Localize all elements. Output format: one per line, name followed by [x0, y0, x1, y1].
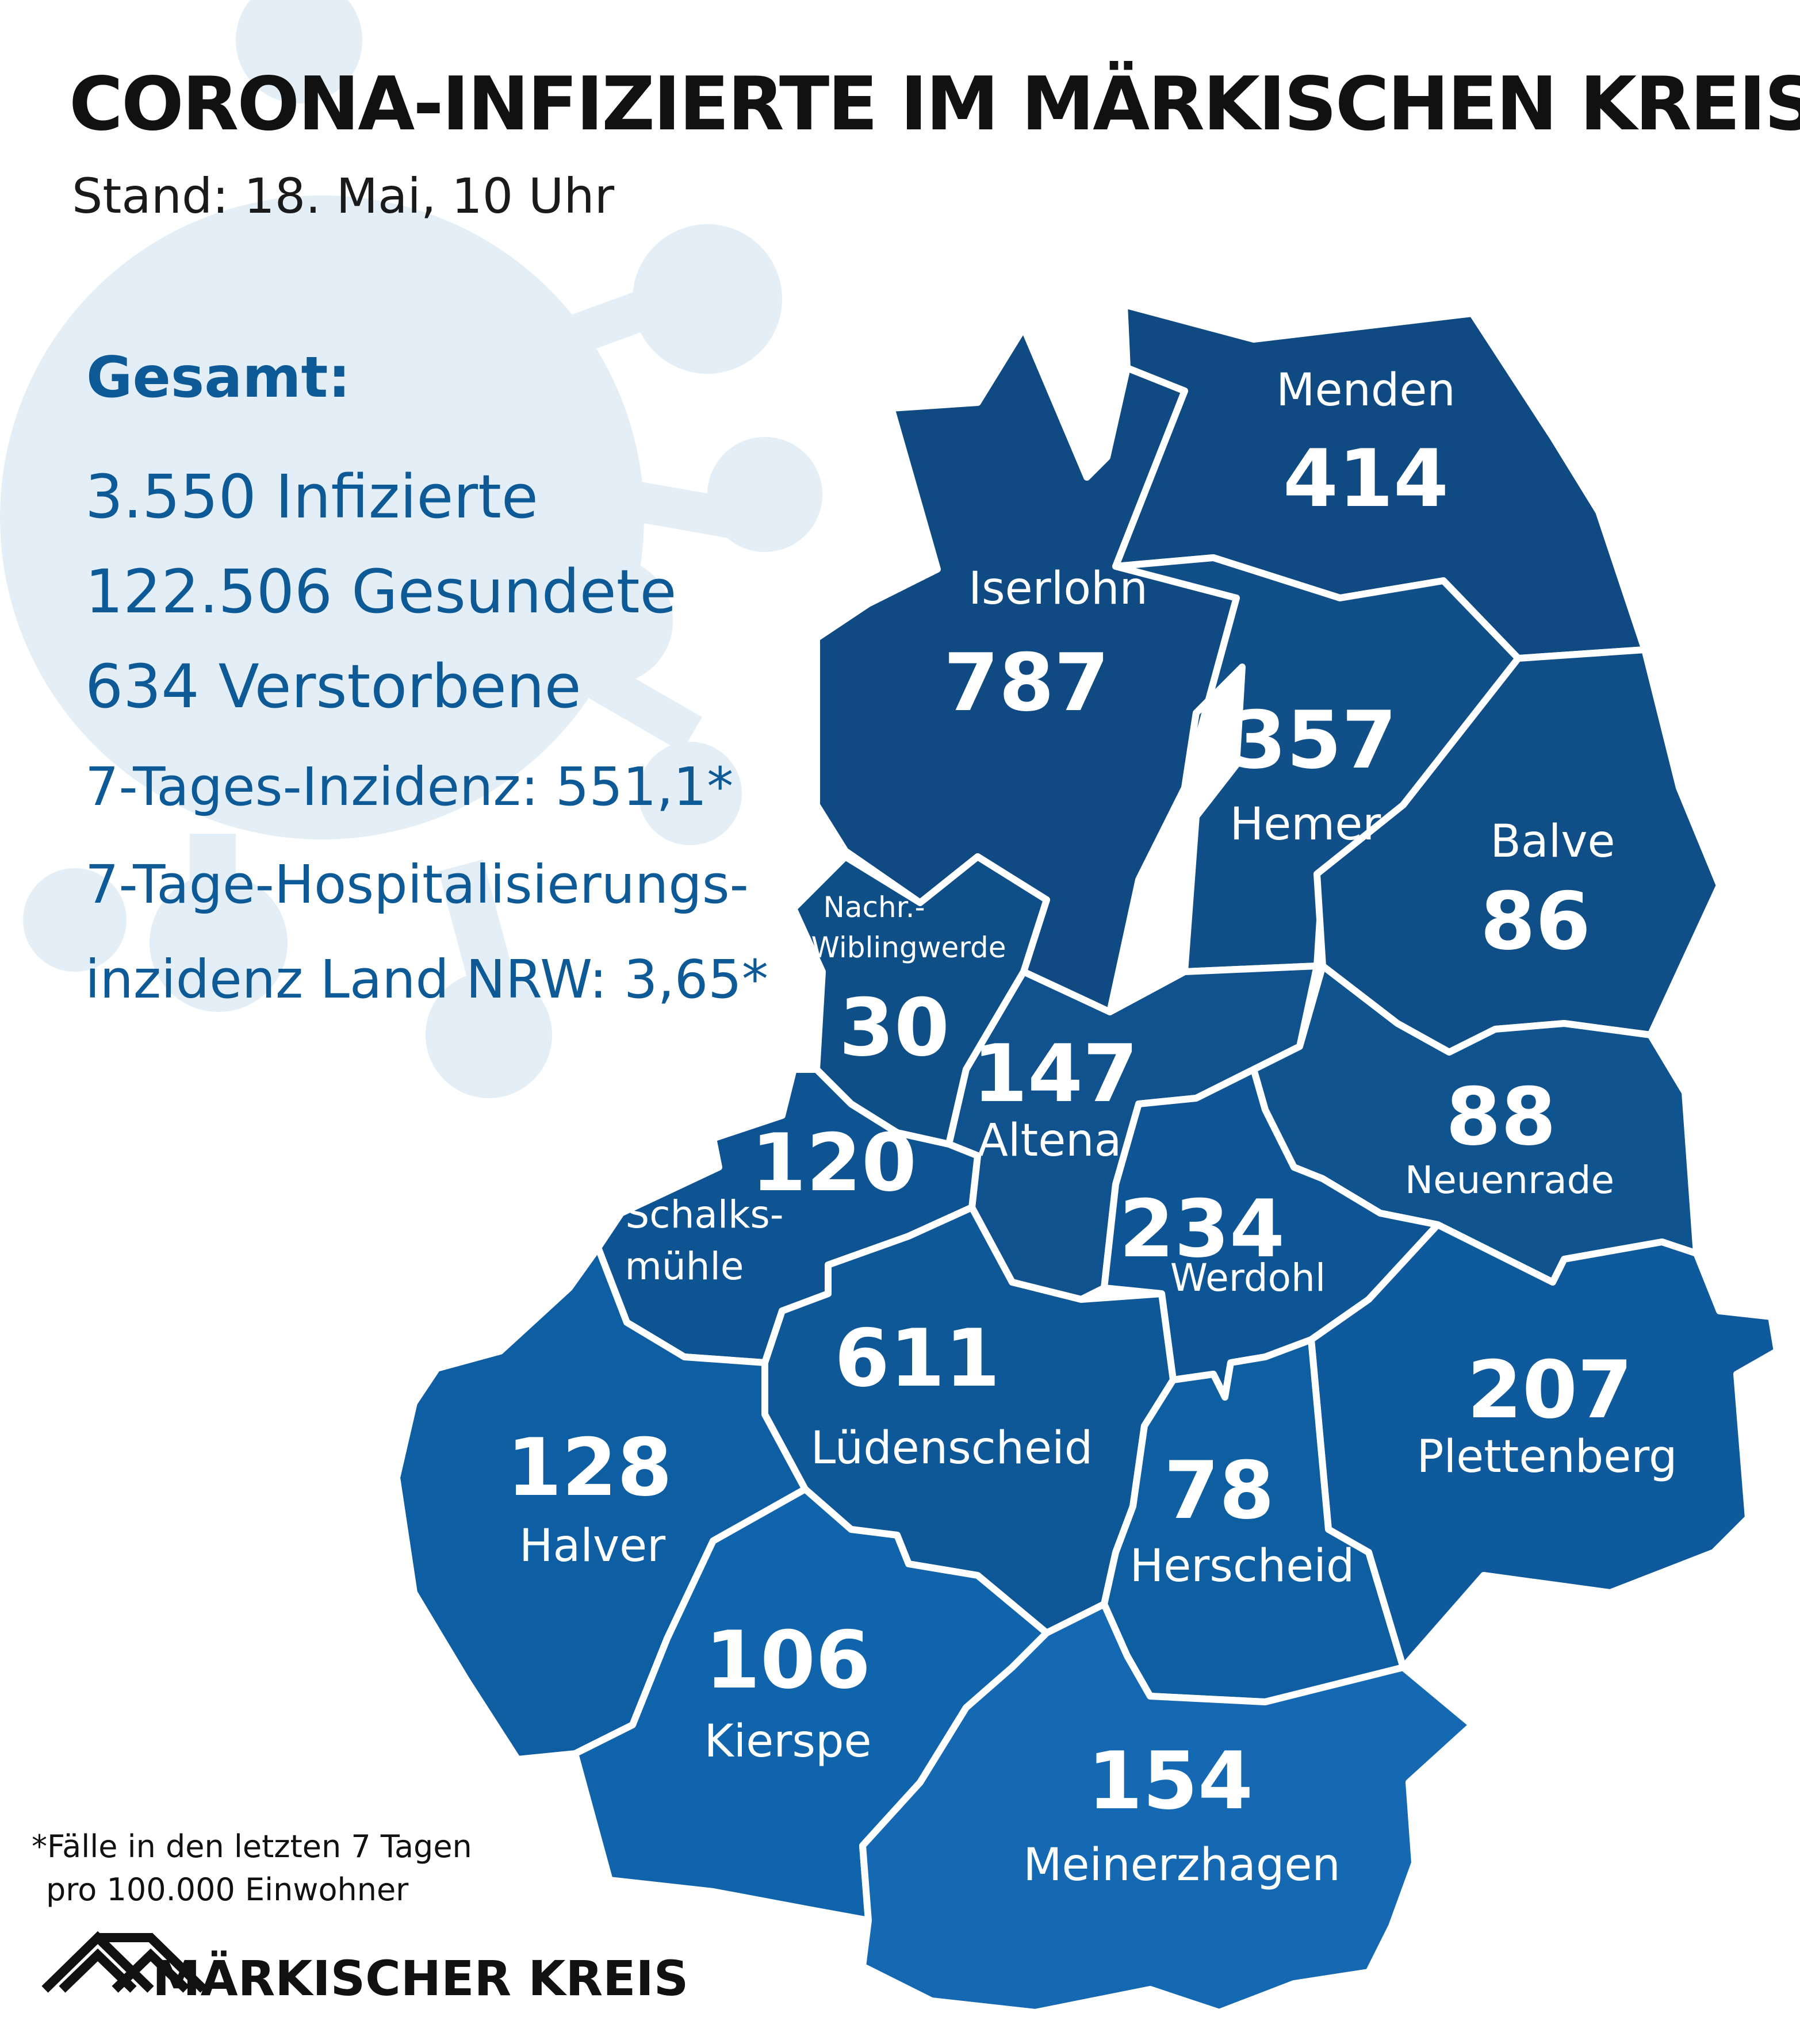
- label-iserlohn-count: 787: [944, 636, 1109, 729]
- stats-incidence: 7-Tages-Inzidenz: 551,1*: [85, 756, 733, 818]
- label-neuenrade-name: Neuenrade: [1405, 1158, 1614, 1202]
- footnote-line2: pro 100.000 Einwohner: [46, 1872, 409, 1908]
- stats-deceased: 634 Verstorbene: [85, 651, 581, 722]
- label-iserlohn-name: Iserlohn: [968, 563, 1148, 615]
- stats-heading: Gesamt:: [86, 345, 351, 411]
- label-plettenberg-name: Plettenberg: [1417, 1431, 1678, 1483]
- footnote-line1: *Fälle in den letzten 7 Tagen: [32, 1828, 472, 1865]
- label-luedenscheid-count: 611: [834, 1312, 1000, 1405]
- district-map: [393, 301, 1780, 2016]
- label-schalksmuehle-name-2: mühle: [625, 1244, 744, 1288]
- brand-name: MÄRKISCHER KREIS: [152, 1950, 688, 2007]
- label-luedenscheid-name: Lüdenscheid: [811, 1422, 1093, 1474]
- label-altena-count: 147: [972, 1027, 1138, 1120]
- region-meinerzhagen[interactable]: [859, 1601, 1476, 2016]
- label-menden-count: 414: [1283, 432, 1449, 525]
- stats-infected: 3.550 Infizierte: [85, 462, 538, 532]
- stats-panel: Gesamt: 3.550 Infizierte 122.506 Gesunde…: [85, 345, 768, 1010]
- label-hemer-count: 357: [1231, 694, 1397, 787]
- label-nachrodt-count: 30: [839, 981, 949, 1074]
- label-balve-name: Balve: [1490, 816, 1615, 868]
- label-herscheid-name: Herscheid: [1130, 1540, 1355, 1592]
- virus-background-icon: [0, 0, 822, 1098]
- label-altena-name: Altena: [978, 1115, 1122, 1167]
- region-labels: Menden 414 Iserlohn 787 357 Hemer Balve …: [507, 365, 1678, 1891]
- label-herscheid-count: 78: [1164, 1444, 1274, 1537]
- label-nachrodt-name-1: Nachr.-: [823, 891, 925, 924]
- label-halver-name: Halver: [519, 1520, 666, 1572]
- label-menden-name: Menden: [1276, 365, 1456, 416]
- label-balve-count: 86: [1480, 875, 1591, 968]
- label-halver-count: 128: [507, 1421, 672, 1514]
- label-werdohl-count: 234: [1119, 1183, 1285, 1275]
- label-meinerzhagen-count: 154: [1087, 1735, 1253, 1827]
- label-nachrodt-name-2: Wiblingwerde: [811, 931, 1006, 964]
- label-meinerzhagen-name: Meinerzhagen: [1023, 1839, 1341, 1891]
- label-neuenrade-count: 88: [1446, 1071, 1556, 1163]
- label-plettenberg-count: 207: [1467, 1344, 1633, 1436]
- page-subtitle: Stand: 18. Mai, 10 Uhr: [72, 168, 615, 224]
- mk-roof-logo-icon: [41, 1931, 207, 1993]
- stats-recovered: 122.506 Gesundete: [85, 557, 676, 627]
- page-title: CORONA-INFIZIERTE IM MÄRKISCHEN KREIS: [69, 61, 1800, 147]
- label-hemer-name: Hemer: [1230, 799, 1382, 850]
- stats-hospital-line2: inzidenz Land NRW: 3,65*: [85, 949, 768, 1010]
- label-kierspe-count: 106: [705, 1614, 871, 1706]
- label-schalksmuehle-count: 120: [751, 1117, 917, 1209]
- label-schalksmuehle-name-1: Schalks-: [625, 1192, 783, 1237]
- label-kierspe-name: Kierspe: [704, 1716, 871, 1767]
- label-werdohl-name: Werdohl: [1170, 1256, 1326, 1300]
- stats-hospital-line1: 7-Tage-Hospitalisierungs-: [85, 854, 749, 915]
